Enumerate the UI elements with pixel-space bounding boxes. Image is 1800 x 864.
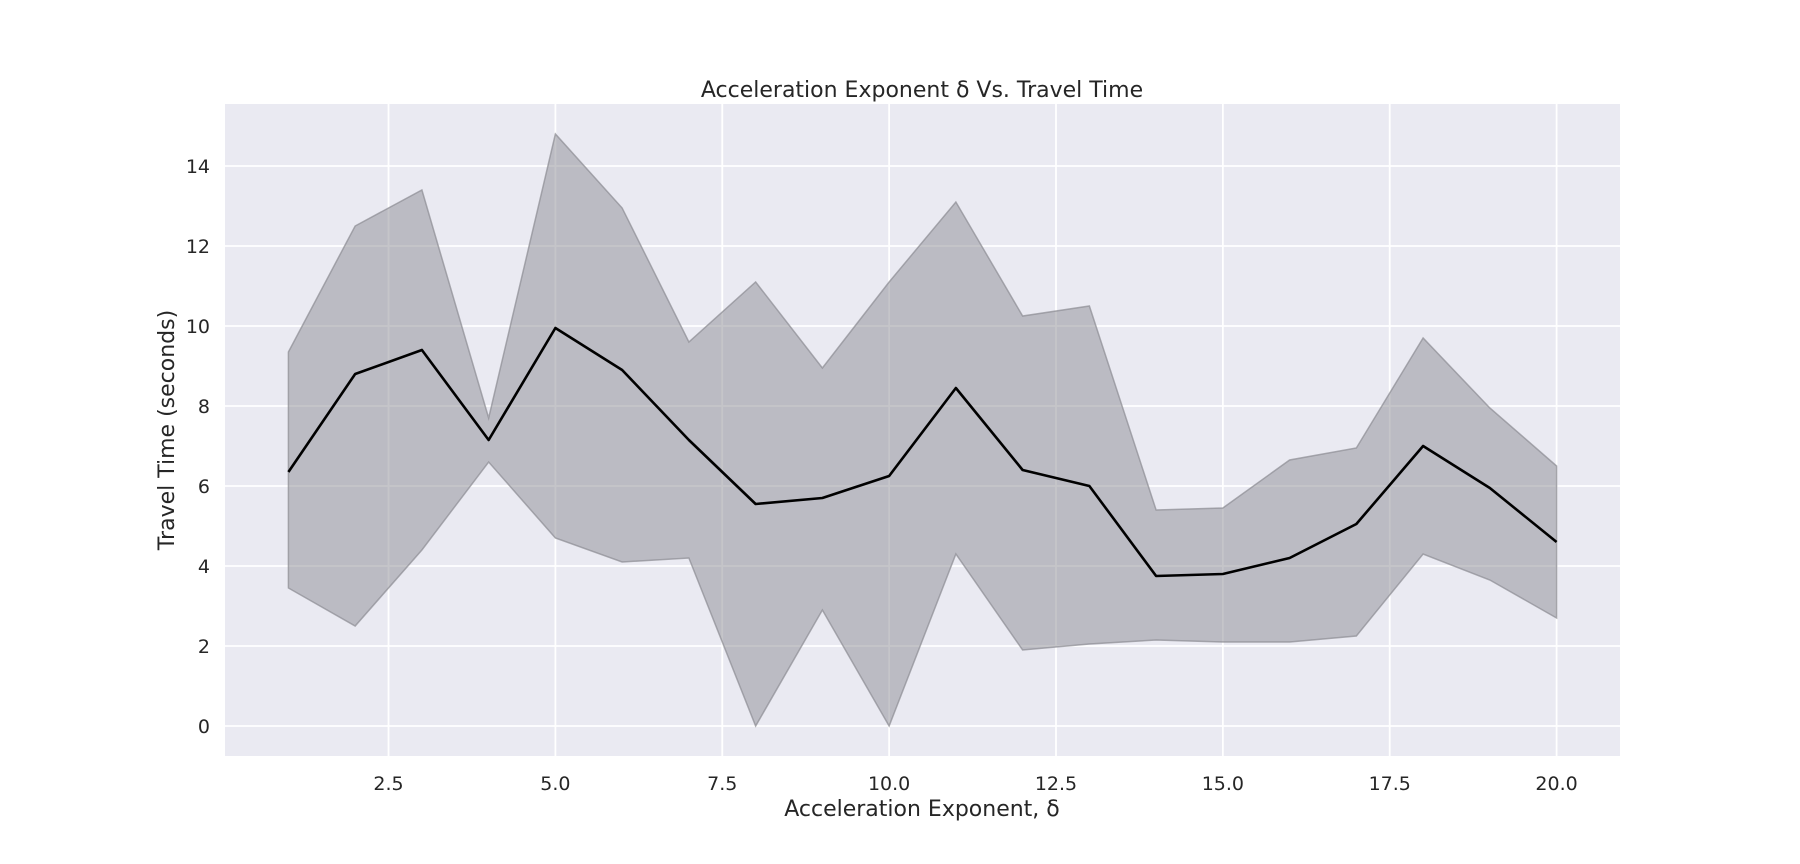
x-tick-labels: 2.5 5.0 7.5 10.0 12.5 15.0 17.5 20.0	[373, 773, 1577, 795]
x-tick-label: 2.5	[373, 773, 403, 795]
x-tick-label: 17.5	[1369, 773, 1411, 795]
y-tick-label: 6	[198, 476, 210, 498]
x-tick-label: 12.5	[1035, 773, 1077, 795]
x-tick-label: 5.0	[540, 773, 570, 795]
y-tick-label: 14	[186, 156, 210, 178]
x-tick-label: 7.5	[707, 773, 737, 795]
y-tick-label: 0	[198, 716, 210, 738]
x-tick-label: 20.0	[1535, 773, 1577, 795]
x-tick-label: 15.0	[1202, 773, 1244, 795]
y-tick-label: 2	[198, 636, 210, 658]
chart-title: Acceleration Exponent δ Vs. Travel Time	[701, 78, 1143, 103]
y-tick-label: 8	[198, 396, 210, 418]
mean-line	[287, 326, 1558, 578]
y-axis-label: Travel Time (seconds)	[155, 310, 180, 551]
y-tick-label: 4	[198, 556, 210, 578]
x-axis-label: Acceleration Exponent, δ	[784, 797, 1060, 822]
y-tick-label: 10	[186, 316, 210, 338]
x-tick-label: 10.0	[868, 773, 910, 795]
y-tick-labels: 0 2 4 6 8 10 12 14	[186, 156, 210, 738]
y-tick-label: 12	[186, 236, 210, 258]
